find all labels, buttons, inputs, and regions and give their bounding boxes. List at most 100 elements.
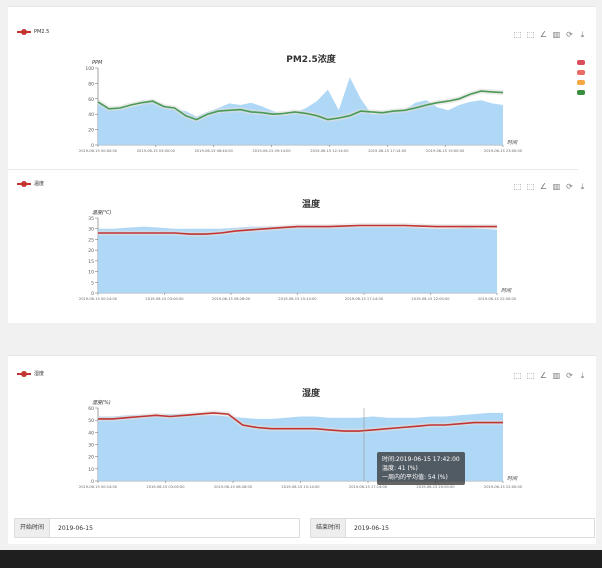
x-tick-label: 2019-06-15 20:00:00 xyxy=(416,485,455,489)
y-tick-label: 40 xyxy=(88,430,94,436)
series-line xyxy=(98,412,503,432)
x-tick-label: 2019-06-15 17:14:00 xyxy=(349,485,388,489)
download-icon[interactable]: ⤓ xyxy=(580,30,585,39)
bar-chart-icon[interactable]: ▥ xyxy=(552,182,561,191)
legend-marker-icon xyxy=(17,180,31,187)
y-tick-label: 30 xyxy=(88,443,94,449)
visual-map-level-2[interactable] xyxy=(577,70,585,75)
legend-marker-icon xyxy=(17,370,31,377)
y-tick-label: 30 xyxy=(88,227,94,233)
tooltip-value: 温度: 41 (%) xyxy=(382,465,418,472)
chart-title-pm25: PM2.5浓度 xyxy=(286,55,336,65)
download-icon[interactable]: ⤓ xyxy=(580,182,585,191)
x-axis-name: 时间 xyxy=(501,287,512,294)
restore-icon[interactable]: ⟳ xyxy=(566,371,573,380)
y-tick-label: 15 xyxy=(88,259,94,265)
line-chart-icon[interactable]: ∠ xyxy=(539,30,548,39)
x-tick-label: 2019-06-15 03:00:00 xyxy=(137,149,176,153)
series-line xyxy=(97,90,504,121)
y-tick-label: 5 xyxy=(91,280,94,286)
visual-map-level-1[interactable] xyxy=(577,60,585,65)
y-tick-label: 20 xyxy=(88,248,94,254)
visual-map-level-3[interactable] xyxy=(577,80,585,85)
chart-title-temperature: 温度 xyxy=(301,200,320,210)
x-tick-label: 2019-06-15 06:40:00 xyxy=(195,149,234,153)
line-chart-icon[interactable]: ∠ xyxy=(539,371,548,380)
x-tick-label: 2019-06-15 09:14:00 xyxy=(252,149,291,153)
chart-tooltip: 时间:2019-06-15 17:42:00 温度: 41 (%) 一周内的平均… xyxy=(377,452,465,485)
y-tick-label: 20 xyxy=(88,455,94,461)
x-tick-label: 2019-06-15 15:14:00 xyxy=(281,485,320,489)
zoom-icon[interactable]: ⬚ xyxy=(513,371,522,380)
end-date-label: 结束时间 xyxy=(311,519,347,537)
y-tick-label: 60 xyxy=(88,406,94,412)
start-date-field[interactable]: 开始时间 2019-06-15 xyxy=(14,518,300,538)
zoom-reset-icon[interactable]: ⬚ xyxy=(526,371,535,380)
y-tick-label: 50 xyxy=(88,418,94,424)
y-axis-name: 湿度(%) xyxy=(92,399,111,406)
y-tick-label: 0 xyxy=(91,143,94,149)
x-axis-name: 时间 xyxy=(507,475,518,482)
start-date-label: 开始时间 xyxy=(15,519,51,537)
restore-icon[interactable]: ⟳ xyxy=(566,30,573,39)
series-line xyxy=(98,224,497,235)
zoom-icon[interactable]: ⬚ xyxy=(513,182,522,191)
x-tick-label: 2019-06-15 12:14:00 xyxy=(310,149,349,153)
chart-toolbox-temperature: ⬚ ⬚ ∠ ▥ ⟳ ⤓ xyxy=(513,182,587,192)
x-tick-label: 2019-06-15 22:00:00 xyxy=(411,297,450,301)
legend-label: 温度 xyxy=(34,181,45,187)
zoom-icon[interactable]: ⬚ xyxy=(513,30,522,39)
visual-map-level-4[interactable] xyxy=(577,90,585,95)
x-tick-label: 2019-06-15 15:14:00 xyxy=(278,297,317,301)
x-tick-label: 2019-06-15 17:14:00 xyxy=(368,149,407,153)
line-chart-icon[interactable]: ∠ xyxy=(539,182,548,191)
y-axis-name: PPM xyxy=(92,60,103,66)
chart-title-humidity: 湿度 xyxy=(301,389,320,399)
y-tick-label: 80 xyxy=(88,81,94,87)
x-tick-label: 2019-06-15 06:28:00 xyxy=(214,485,253,489)
legend-humidity[interactable]: 湿度 xyxy=(17,370,44,377)
x-tick-label: 2019-06-15 22:00:00 xyxy=(484,485,523,489)
x-tick-label: 2019-06-15 22:00:00 xyxy=(478,297,517,301)
y-tick-label: 10 xyxy=(88,467,94,473)
download-icon[interactable]: ⤓ xyxy=(580,371,585,380)
tooltip-time: 时间:2019-06-15 17:42:00 xyxy=(382,456,460,463)
chart-divider xyxy=(8,169,578,170)
y-tick-label: 35 xyxy=(88,216,94,222)
bar-chart-icon[interactable]: ▥ xyxy=(552,371,561,380)
legend-pm25[interactable]: PM2.5 xyxy=(17,29,49,35)
x-tick-label: 2019-06-15 23:00:00 xyxy=(484,149,523,153)
y-tick-label: 10 xyxy=(88,270,94,276)
legend-temperature[interactable]: 温度 xyxy=(17,180,44,187)
chart-toolbox-humidity: ⬚ ⬚ ∠ ▥ ⟳ ⤓ xyxy=(513,371,587,381)
legend-marker-icon xyxy=(17,29,31,35)
x-tick-label: 2019-06-15 00:00:00 xyxy=(79,149,118,153)
x-tick-label: 2019-06-15 03:00:00 xyxy=(146,485,185,489)
y-tick-label: 0 xyxy=(91,479,94,485)
y-tick-label: 20 xyxy=(88,128,94,134)
legend-label: PM2.5 xyxy=(34,29,50,35)
bar-chart-icon[interactable]: ▥ xyxy=(552,30,561,39)
restore-icon[interactable]: ⟳ xyxy=(566,182,573,191)
x-tick-label: 2019-06-15 17:14:00 xyxy=(345,297,384,301)
x-axis-name: 时间 xyxy=(507,139,518,146)
end-date-field[interactable]: 结束时间 2019-06-15 xyxy=(310,518,595,538)
y-tick-label: 0 xyxy=(91,291,94,297)
x-tick-label: 2019-06-15 19:00:00 xyxy=(426,149,465,153)
tooltip-average: 一周内的平均值: 54 (%) xyxy=(382,474,448,481)
legend-label: 湿度 xyxy=(34,371,45,377)
end-date-value[interactable]: 2019-06-15 xyxy=(354,524,389,532)
x-tick-label: 2019-06-15 08:28:00 xyxy=(212,297,251,301)
y-tick-label: 60 xyxy=(88,97,94,103)
zoom-reset-icon[interactable]: ⬚ xyxy=(526,182,535,191)
y-tick-label: 25 xyxy=(88,237,94,243)
chart-toolbox-pm25: ⬚ ⬚ ∠ ▥ ⟳ ⤓ xyxy=(513,30,587,40)
y-axis-name: 温度(℃) xyxy=(92,209,112,216)
y-tick-label: 100 xyxy=(85,66,94,72)
zoom-reset-icon[interactable]: ⬚ xyxy=(526,30,535,39)
y-tick-label: 40 xyxy=(88,112,94,118)
start-date-value[interactable]: 2019-06-15 xyxy=(58,524,93,532)
